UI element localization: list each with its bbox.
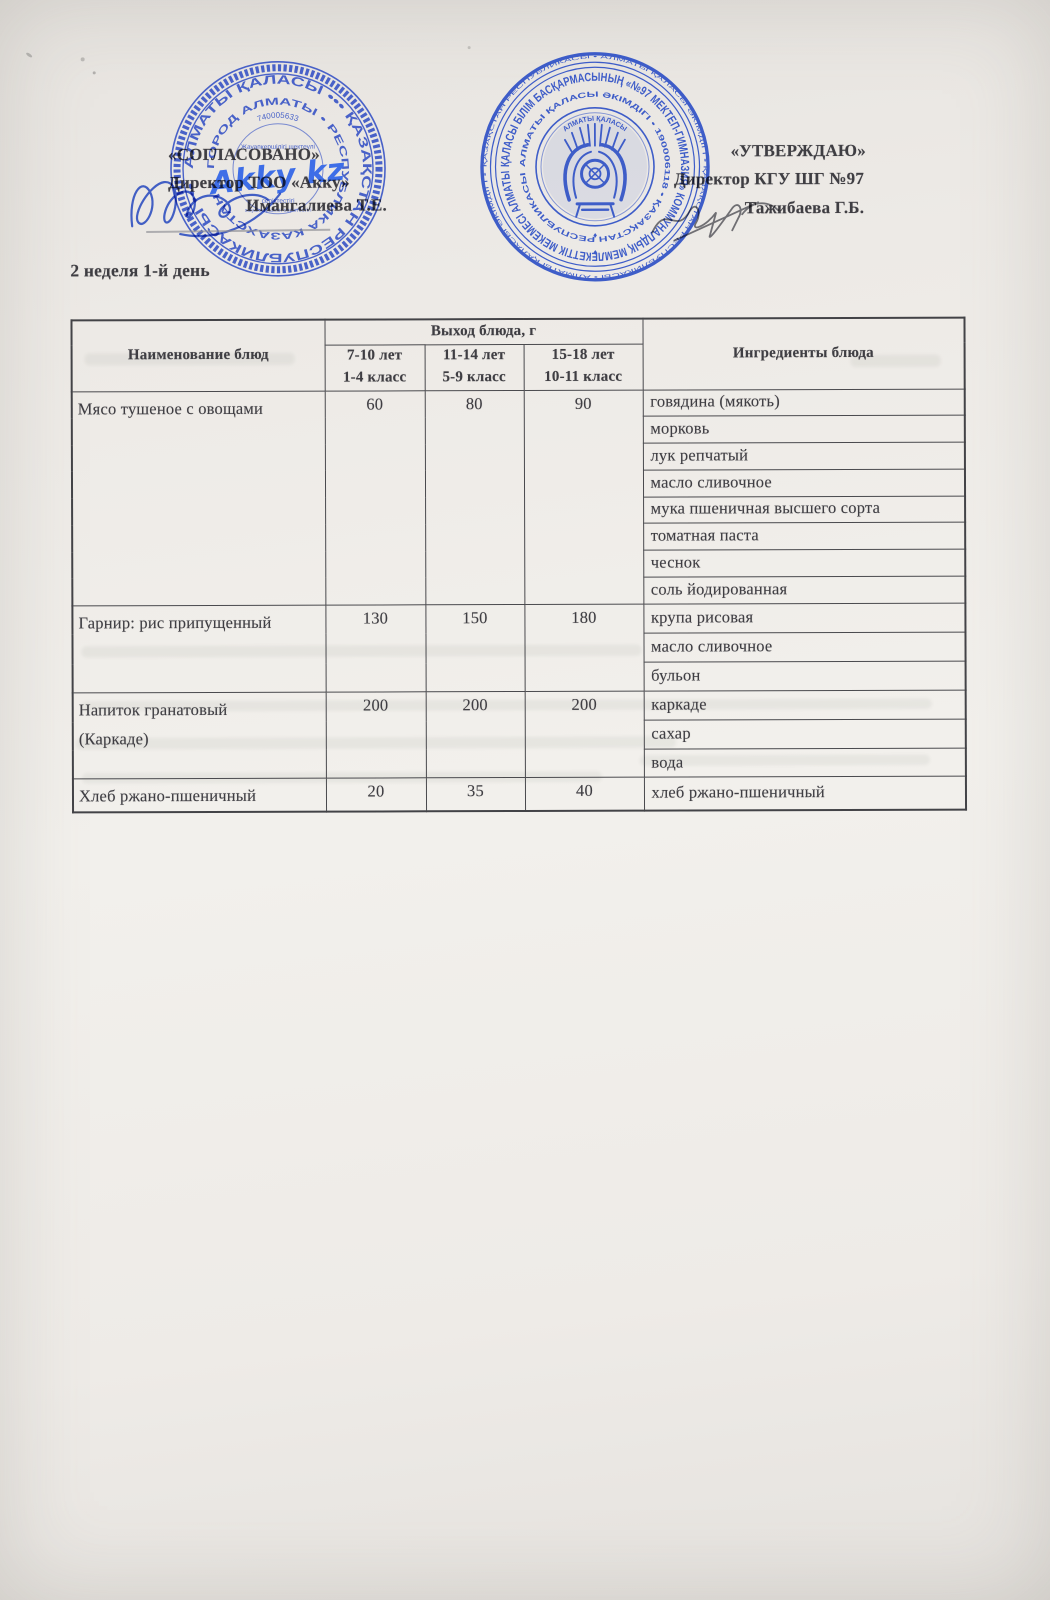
- grade-label: 5-9 класс: [442, 369, 506, 386]
- age-label: 7-10 лет: [346, 347, 403, 364]
- paper-speck: [25, 51, 33, 59]
- ingredient-cell: морковь: [642, 415, 965, 444]
- portion-weight-cell: 35: [425, 777, 526, 812]
- ingredient-cell: мука пшеничная высшего сорта: [643, 495, 966, 524]
- age-label: 11-14 лет: [442, 347, 506, 364]
- ingredient-cell: масло сливочное: [643, 631, 966, 663]
- dish-name-cell: Мясо тушеное с овощами: [71, 390, 326, 606]
- dish-name-cell: Напиток гранатовый (Каркаде): [72, 692, 326, 780]
- approval-right-title: «УТВЕРЖДАЮ»: [730, 140, 866, 161]
- portion-weight-cell: 150: [425, 604, 525, 693]
- paper-speck: [80, 57, 85, 62]
- akku-stamp-graphic: АЛМАТЫ ҚАЛАСЫ ••• ҚАЗАҚСТАН РЕСПУБЛИКАСЫ…: [170, 60, 386, 277]
- menu-row: Напиток гранатовый (Каркаде) 200 200 200 кар…: [72, 690, 966, 780]
- akku-stamp-number: 740005633: [256, 111, 300, 124]
- coat-of-arms-emblem: [543, 114, 648, 219]
- paper-speck: [467, 46, 471, 50]
- menu-row: Гарнир: рис припущенный 130 150 180 крупа ри…: [72, 602, 966, 694]
- portion-weight-cell: 80: [424, 390, 525, 605]
- portion-weight-cell: 60: [324, 390, 426, 605]
- paper-speck: [92, 71, 96, 75]
- portion-weight-cell: 200: [325, 692, 426, 779]
- header-age-group-1: 7-10 лет 1-4 класс: [324, 344, 425, 391]
- portion-weight-cell: 20: [325, 778, 427, 812]
- right-signature: [646, 184, 791, 250]
- stamp-diamond-mark: ♦: [593, 231, 597, 240]
- ingredient-cell: томатная паста: [643, 522, 966, 551]
- ingredient-cell: бульон: [643, 661, 966, 692]
- week-day-label: 2 неделя 1-й день: [70, 259, 210, 281]
- menu-table: Наименование блюд Выход блюда, г Ингреди…: [70, 316, 968, 814]
- menu-row: Хлеб ржано-пшеничный 20 35 40 хлеб ржано-пше…: [72, 776, 967, 813]
- menu-row: Мясо тушеное с овощами 60 80 90 говядина (мя…: [71, 388, 965, 606]
- ingredient-cell: масло сливочное: [642, 468, 966, 497]
- grade-label: 10-11 класс: [544, 368, 623, 385]
- ingredient-cell: каркаде: [643, 690, 966, 721]
- akku-company-stamp: АЛМАТЫ ҚАЛАСЫ ••• ҚАЗАҚСТАН РЕСПУБЛИКАСЫ…: [166, 56, 391, 281]
- grade-label: 1-4 класс: [342, 369, 407, 386]
- portion-weight-cell: 130: [325, 604, 426, 693]
- school-official-stamp: ҚАЗАҚСТАН РЕСПУБЛИКАСЫ • АЛМАТЫ ҚАЛАСЫ Ә…: [476, 47, 715, 286]
- portion-weight-cell: 90: [523, 389, 644, 605]
- header-ingredients: Ингредиенты блюда: [642, 317, 965, 390]
- svg-text:740005633: 740005633: [256, 111, 300, 124]
- ingredient-cell: хлеб ржано-пшеничный: [643, 776, 967, 811]
- ingredient-cell: сахар: [643, 719, 966, 749]
- menu-table-body: Мясо тушеное с овощами 60 80 90 говядина (мя…: [71, 388, 967, 813]
- ingredient-cell: говядина (мякоть): [642, 388, 965, 417]
- akku-stamp-tiny-bottom: серіктестігі: [262, 197, 295, 205]
- stamp-diamond-mark: ♦: [593, 248, 597, 257]
- dish-name-cell: Хлеб ржано-пшеничный: [72, 778, 327, 813]
- akku-stamp-tiny-top: Жауапкершілігі шектеулі: [241, 143, 315, 151]
- left-signature: [124, 164, 339, 245]
- ingredient-cell: вода: [643, 747, 966, 778]
- portion-weight-cell: 200: [425, 691, 525, 779]
- akku-stamp-tiny-bottom2: жауапкершілігі серіктестігі: [245, 208, 312, 214]
- header-age-group-2: 11-14 лет 5-9 класс: [424, 344, 524, 391]
- ingredient-cell: соль йодированная: [643, 575, 966, 604]
- menu-table-header: Наименование блюд Выход блюда, г Ингреди…: [71, 317, 965, 392]
- header-age-group-3: 15-18 лет 10-11 класс: [523, 343, 643, 391]
- portion-weight-cell: 200: [524, 691, 644, 778]
- header-output-group: Выход блюда, г: [324, 318, 643, 345]
- ingredient-cell: чеснок: [643, 549, 966, 577]
- portion-weight-cell: 40: [524, 777, 645, 812]
- portion-weight-cell: 180: [524, 603, 644, 692]
- header-dish-name: Наименование блюд: [71, 319, 325, 392]
- school-stamp-graphic: ҚАЗАҚСТАН РЕСПУБЛИКАСЫ • АЛМАТЫ ҚАЛАСЫ Ә…: [480, 52, 710, 282]
- ingredient-cell: лук репчатый: [642, 442, 965, 470]
- dish-name-cell: Гарнир: рис припущенный: [72, 604, 326, 694]
- age-label: 15-18 лет: [551, 346, 615, 364]
- ingredient-cell: крупа рисовая: [643, 602, 966, 633]
